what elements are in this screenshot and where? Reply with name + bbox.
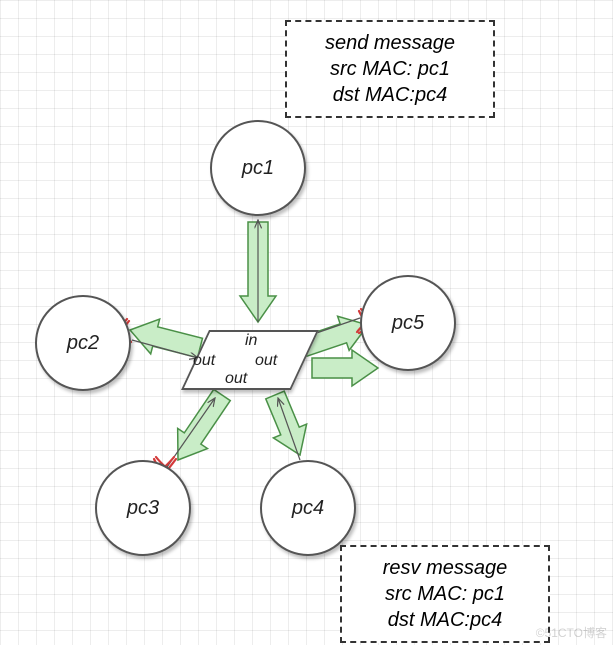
diagram-canvas: in out out out pc1 pc2 pc3 pc4 pc5 send … xyxy=(0,0,613,645)
hub-label-out-l: out xyxy=(193,352,215,370)
node-pc3: pc3 xyxy=(95,460,191,556)
send-message-box: send message src MAC: pc1 dst MAC:pc4 xyxy=(285,20,495,118)
thin-arrow-1 xyxy=(132,340,198,358)
send-dst: dst MAC:pc4 xyxy=(301,82,479,108)
send-src: src MAC: pc1 xyxy=(301,56,479,82)
fat-arrow-hub-to-pc4 xyxy=(258,388,316,462)
thin-arrow-3 xyxy=(165,398,215,470)
fat-arrow-hub-to-pc3 xyxy=(163,385,237,470)
thin-arrow-4 xyxy=(278,398,300,460)
fat-arrow-pc1-to-hub xyxy=(240,222,276,322)
resv-title: resv message xyxy=(356,555,534,581)
node-pc5-label: pc5 xyxy=(392,312,424,335)
node-pc3-label: pc3 xyxy=(127,497,159,520)
node-pc1: pc1 xyxy=(210,120,306,216)
hub-label-in: in xyxy=(245,332,257,350)
resv-message-box: resv message src MAC: pc1 dst MAC:pc4 xyxy=(340,545,550,643)
node-pc2-label: pc2 xyxy=(67,332,99,355)
node-pc1-label: pc1 xyxy=(242,157,274,180)
hub-label-out-r: out xyxy=(255,352,277,370)
node-pc4: pc4 xyxy=(260,460,356,556)
hub-label-out-b: out xyxy=(225,370,247,388)
node-pc2: pc2 xyxy=(35,295,131,391)
fat-arrow-hub-to-pc5-b xyxy=(312,350,378,386)
watermark: ©51CTO博客 xyxy=(536,624,607,641)
node-pc4-label: pc4 xyxy=(292,497,324,520)
send-title: send message xyxy=(301,30,479,56)
resv-dst: dst MAC:pc4 xyxy=(356,607,534,633)
resv-src: src MAC: pc1 xyxy=(356,581,534,607)
node-pc5: pc5 xyxy=(360,275,456,371)
